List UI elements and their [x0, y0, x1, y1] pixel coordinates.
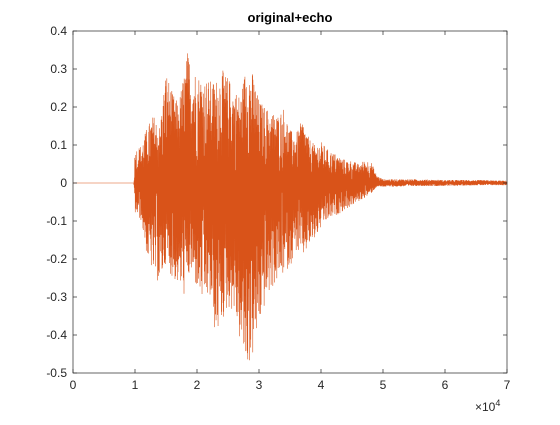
x-tick-label: 1: [132, 378, 139, 392]
x-axis: 0 1 2 3 4 5 6 7: [70, 31, 511, 392]
x-tick-label: 4: [318, 378, 325, 392]
y-tick-label: 0.4: [50, 24, 67, 38]
x-tick-label: 6: [442, 378, 449, 392]
x-exponent-label: ×104: [475, 398, 500, 414]
y-tick-label: 0.3: [50, 62, 67, 76]
x-tick-label: 5: [380, 378, 387, 392]
x-tick-label: 7: [504, 378, 511, 392]
plot-box: [72, 30, 508, 374]
series-layer: [73, 53, 508, 361]
x-exponent-power: 4: [495, 398, 500, 408]
y-axis: 0.4 0.3 0.2 0.1 0 -0.1 -0.2 -0.3 -0.4 -0.5: [46, 24, 507, 380]
y-tick-label: 0: [60, 176, 67, 190]
x-exponent-base: ×10: [475, 400, 496, 414]
y-tick-label: 0.1: [50, 138, 67, 152]
y-tick-label: -0.5: [46, 366, 67, 380]
x-tick-label: 2: [194, 378, 201, 392]
y-tick-label: -0.4: [46, 328, 67, 342]
y-tick-label: -0.3: [46, 290, 67, 304]
y-tick-label: -0.2: [46, 252, 67, 266]
y-tick-label: 0.2: [50, 100, 67, 114]
series-line-0: [73, 53, 508, 361]
x-tick-label: 3: [256, 378, 263, 392]
y-tick-label: -0.1: [46, 214, 67, 228]
x-tick-label: 0: [70, 378, 77, 392]
chart-title: original+echo: [248, 10, 333, 25]
